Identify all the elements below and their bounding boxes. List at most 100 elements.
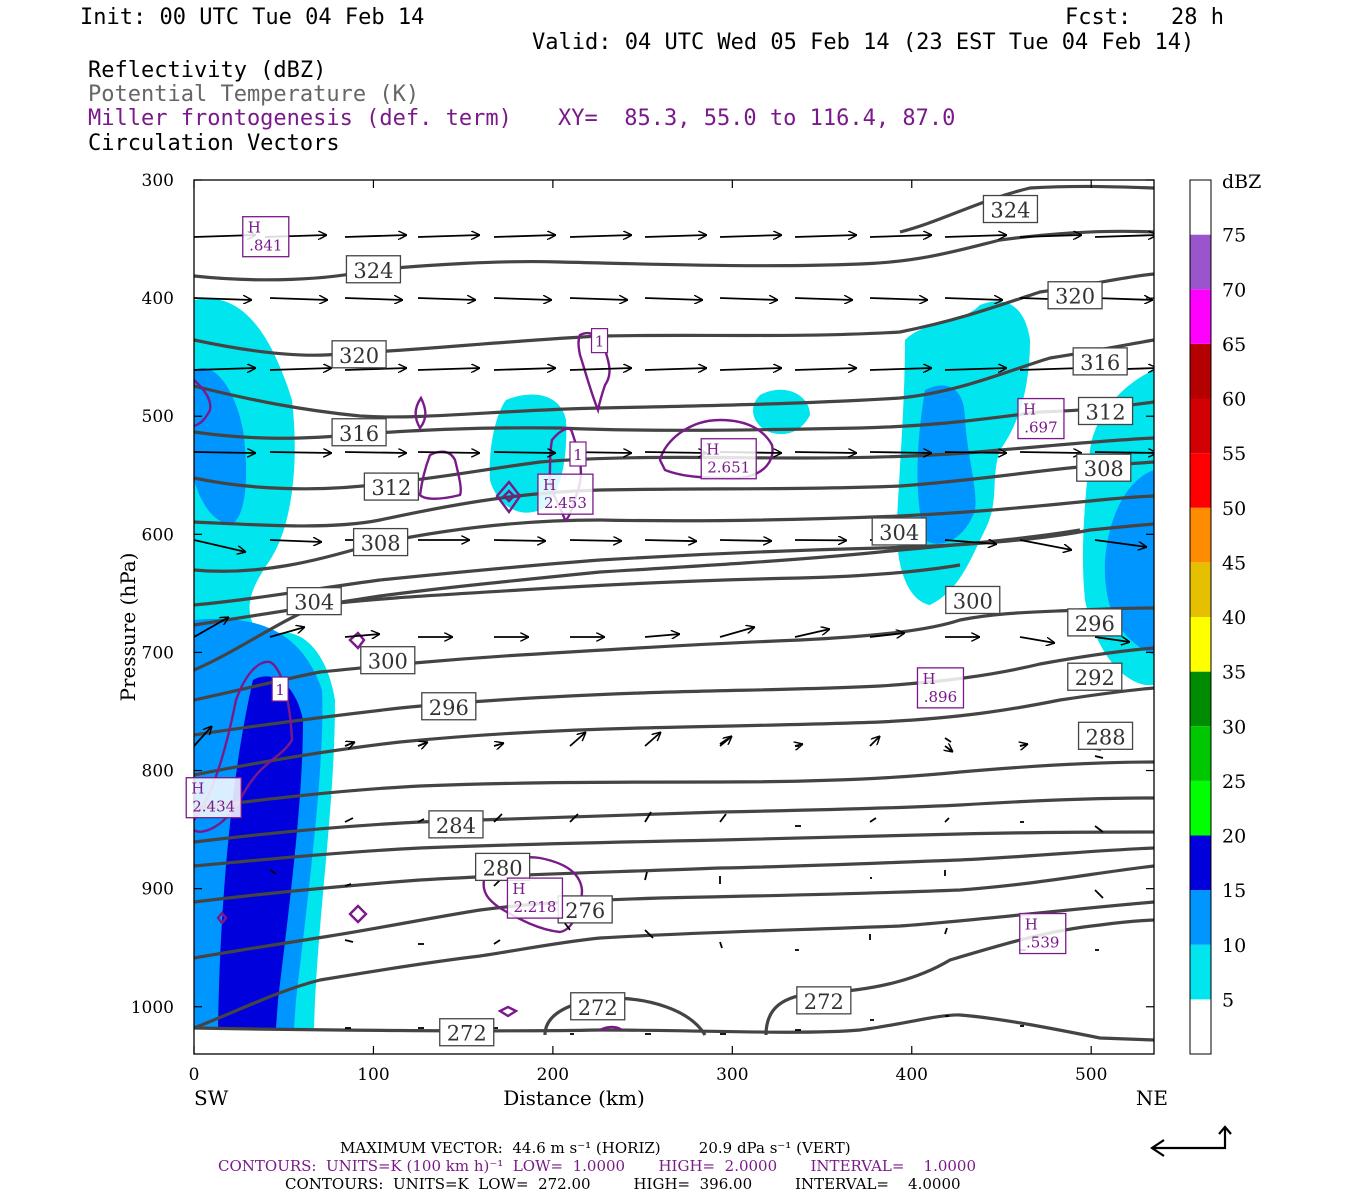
circulation-vector — [493, 743, 504, 746]
theta-label-text: 304 — [879, 521, 919, 545]
fronto-max-label: H.539 — [1019, 912, 1067, 955]
theta-272-dip2 — [764, 918, 1154, 1036]
theta-l13 — [194, 830, 1154, 868]
fronto-max-text: 2.651 — [707, 459, 750, 477]
circulation-vector — [194, 452, 256, 453]
fronto-mid — [418, 450, 462, 500]
fronto-max-text: .841 — [249, 237, 282, 255]
axes: 0 100 200 300 400 500 300 400 500 600 700 800 900 100… — [116, 171, 1168, 1110]
circulation-vector — [569, 368, 632, 370]
y-tick-label: 600 — [142, 525, 174, 545]
y-tick-label: 400 — [142, 289, 174, 309]
x-axis-title: Distance (km) — [503, 1086, 645, 1110]
plot-frame — [193, 179, 1155, 1055]
x-tick-label: 100 — [357, 1065, 389, 1085]
circulation-vector — [869, 368, 932, 370]
colorbar-level: 60 — [1222, 389, 1246, 411]
circulation-vector — [344, 883, 352, 887]
circulation-vector — [493, 452, 556, 453]
fronto-contour-label: 1 — [569, 441, 587, 467]
circulation-vector — [269, 627, 305, 638]
theta-label-text: 320 — [1055, 285, 1095, 309]
theta-label: 304 — [286, 586, 342, 616]
theta-272-a — [194, 760, 1154, 810]
circulation-vector — [493, 368, 556, 370]
fronto-h — [414, 395, 427, 431]
circulation-vector — [1094, 452, 1154, 453]
fronto-max-label: H2.453 — [537, 473, 594, 515]
circulation-vector — [945, 746, 953, 752]
circulation-vector — [944, 452, 1007, 453]
fronto-max-label: H.896 — [916, 667, 965, 709]
circulation-vector — [869, 298, 928, 300]
footer-max-vector: MAXIMUM VECTOR: 44.6 m s⁻¹ (HORIZ) 20.9 … — [340, 1139, 851, 1157]
circulation-vector — [569, 813, 579, 823]
circulation-vector — [1019, 539, 1072, 550]
theta-label-text: 304 — [294, 591, 334, 615]
circulation-vector — [869, 235, 932, 237]
refl-5-mid2 — [753, 389, 810, 435]
fronto-small3 — [216, 911, 228, 925]
fronto-max-text: .539 — [1026, 934, 1059, 952]
theta-labels: 324 324 320 320 316 316 312 312 308 308 304 304 300 3… — [286, 194, 1134, 1047]
circulation-vector — [493, 298, 552, 300]
circulation-vector — [269, 298, 328, 300]
fronto-contour-label: 1 — [590, 328, 609, 354]
colorbar-segment — [1190, 507, 1211, 563]
circulation-vector — [344, 235, 407, 237]
field-vectors: Circulation Vectors — [88, 131, 340, 156]
circulation-vector — [719, 540, 772, 541]
colorbar-segment — [1190, 617, 1211, 672]
y-tick-label: 300 — [142, 171, 174, 191]
theta-label: 272 — [439, 1018, 495, 1047]
theta-l14 — [194, 846, 1154, 904]
circulation-vector — [794, 452, 857, 453]
fronto-h-text: H — [922, 670, 935, 688]
refl-15-west — [218, 676, 303, 1028]
theta-label: 292 — [1067, 662, 1123, 691]
circulation-vector — [194, 726, 212, 747]
circulation-vector — [493, 813, 503, 823]
colorbar-title: dBZ — [1222, 171, 1261, 193]
valid-time: Valid: 04 UTC Wed 05 Feb 14 (23 EST Tue … — [532, 30, 1195, 55]
theta-label: 296 — [421, 692, 477, 721]
theta-label: 316 — [331, 418, 387, 447]
theta-324 — [194, 229, 1154, 282]
fronto-h-text: H — [543, 476, 556, 494]
theta-label-text: 324 — [990, 199, 1030, 223]
circulation-vector — [644, 540, 697, 541]
colorbar-segment — [1190, 343, 1211, 399]
colorbar-segment — [1190, 234, 1211, 290]
ne-label: NE — [1136, 1086, 1168, 1110]
init-time: Init: 00 UTC Tue 04 Feb 14 — [80, 5, 425, 30]
circulation-vector — [194, 539, 246, 552]
theta-label-text: 292 — [1075, 666, 1115, 690]
circulation-vector — [569, 235, 632, 237]
circulation-vector — [569, 298, 628, 300]
theta-284 — [194, 606, 1154, 702]
fronto-h-text: H — [1025, 916, 1038, 934]
theta-label-text: 280 — [483, 856, 523, 880]
theta-label-text: 276 — [565, 899, 605, 923]
circulation-vector — [194, 617, 229, 638]
circulation-vector — [493, 235, 556, 237]
colorbar-segment — [1190, 999, 1211, 1054]
colorbar-segment — [1190, 453, 1211, 508]
theta-label-text: 296 — [1075, 612, 1115, 636]
fronto-small5 — [599, 1025, 623, 1032]
theta-label-text: 312 — [1086, 400, 1126, 424]
y-tick-label: 500 — [142, 407, 174, 427]
theta-272-b — [194, 796, 1154, 844]
theta-304 — [194, 460, 1154, 528]
circulation-vector — [269, 869, 277, 875]
theta-label: 272 — [570, 992, 626, 1021]
theta-label-text: 308 — [361, 532, 401, 556]
circulation-vector — [417, 368, 480, 370]
theta-label-text: 320 — [339, 344, 379, 368]
circulation-vector — [719, 627, 755, 638]
fronto-max-label: H.697 — [1017, 397, 1065, 440]
colorbar-segment — [1190, 780, 1211, 836]
theta-label: 308 — [1076, 453, 1132, 482]
circulation-vector — [719, 298, 778, 300]
circulation-vector — [719, 368, 782, 370]
